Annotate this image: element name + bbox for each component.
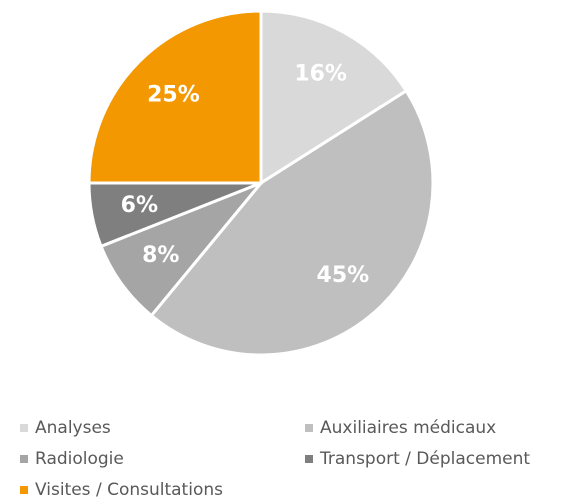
pie-slice — [87, 9, 263, 185]
legend-swatch — [305, 455, 313, 463]
data-label: 8% — [142, 243, 179, 268]
data-label: 45% — [317, 263, 370, 288]
data-label: 25% — [147, 82, 200, 107]
pie-slice — [149, 88, 435, 357]
legend-swatch — [20, 455, 28, 463]
legend-label: Radiologie — [35, 449, 124, 469]
legend-swatch — [305, 424, 313, 432]
legend-swatch — [20, 424, 28, 432]
pie-slice — [259, 9, 409, 186]
data-label: 16% — [294, 61, 347, 86]
legend-label: Transport / Déplacement — [319, 449, 530, 469]
legend-label: Auxiliaires médicaux — [320, 418, 496, 438]
legend-swatch — [20, 486, 28, 494]
legend-label: Analyses — [35, 418, 111, 438]
data-label: 6% — [121, 193, 158, 218]
legend-label: Visites / Consultations — [35, 480, 223, 500]
